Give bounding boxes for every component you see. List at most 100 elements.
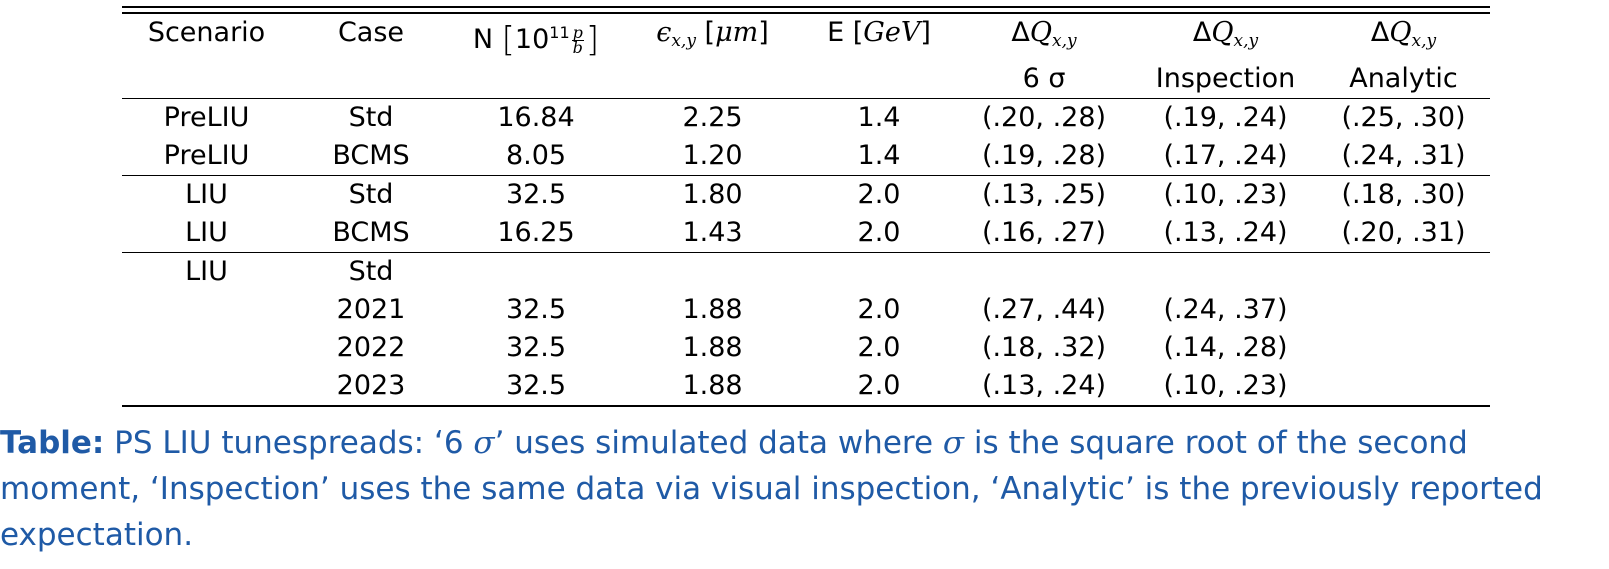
cell-energy: 2.0 xyxy=(857,294,901,325)
cell-energy: 2.0 xyxy=(857,217,901,248)
header-emittance-subscript: x,y xyxy=(671,31,696,51)
header-dq-q: Q xyxy=(1211,17,1234,48)
cell-energy: 2.0 xyxy=(804,175,954,214)
header-dq-inspection-label: Inspection xyxy=(1155,63,1296,94)
cell-case: 2021 xyxy=(336,294,406,325)
cell-intensity: 16.25 xyxy=(497,217,575,248)
cell-intensity xyxy=(451,252,621,291)
cell-emittance: 1.80 xyxy=(621,175,804,214)
header-dq-delta: Δ xyxy=(1370,17,1390,48)
header-dq-q: Q xyxy=(1029,17,1052,48)
header-energy-unit: GeV xyxy=(863,17,921,48)
cell-energy: 2.0 xyxy=(857,332,901,363)
caption-text-c: is the square root of the second moment,… xyxy=(0,425,1543,553)
header-emittance-open-bracket: [ xyxy=(704,17,716,48)
cell-case: 2022 xyxy=(336,332,406,363)
header-emittance-symbol: ϵ xyxy=(656,17,672,48)
cell-scenario xyxy=(122,329,291,367)
caption-sigma-1: σ xyxy=(473,425,495,461)
table-row: LIU BCMS 16.25 1.43 2.0 (.16, .27) (.13,… xyxy=(122,214,1490,253)
header-energy: E [GeV] xyxy=(804,14,954,99)
cell-case: 2023 xyxy=(291,367,451,407)
table-row: LIU Std 32.5 1.80 2.0 (.13, .25) (.10, .… xyxy=(122,175,1490,214)
cell-emittance xyxy=(621,252,804,291)
cell-energy: 1.4 xyxy=(857,140,901,171)
fraction-numerator: p xyxy=(571,23,584,42)
cell-dq-analytic xyxy=(1317,252,1490,291)
header-energy-prefix: E [ xyxy=(827,17,864,48)
header-dq-analytic-label: Analytic xyxy=(1349,63,1458,94)
cell-dq-inspection: (.10, .23) xyxy=(1134,367,1317,407)
cell-dq-6sigma: (.13, .25) xyxy=(954,175,1134,214)
cell-case: BCMS xyxy=(332,140,410,171)
header-dq-subscript: x,y xyxy=(1233,31,1259,51)
cell-dq-analytic: (.18, .30) xyxy=(1317,175,1490,214)
table-row: LIU Std xyxy=(122,252,1490,291)
tunespread-table: Scenario Case N [1011 p b] ϵx,y [μm] E [Ge… xyxy=(122,14,1490,407)
header-emittance-close-bracket: ] xyxy=(758,17,769,48)
table-row: PreLIU BCMS 8.05 1.20 1.4 (.19, .28) (.1… xyxy=(122,137,1490,176)
table-row: 2023 32.5 1.88 2.0 (.13, .24) (.10, .23) xyxy=(122,367,1490,407)
cell-dq-6sigma: (.18, .32) xyxy=(981,332,1107,363)
cell-scenario: PreLIU xyxy=(122,98,291,137)
cell-dq-inspection: (.10, .23) xyxy=(1134,175,1317,214)
cell-emittance: 1.88 xyxy=(682,294,743,325)
caption-text-a: PS LIU tunespreads: ‘6 xyxy=(104,425,474,461)
cell-emittance: 1.88 xyxy=(621,367,804,407)
cell-dq-analytic xyxy=(1317,367,1490,407)
cell-scenario xyxy=(122,291,291,329)
fraction-denominator: b xyxy=(572,38,583,57)
header-emittance-mu: μ xyxy=(715,17,733,48)
cell-scenario: LIU xyxy=(185,217,228,248)
header-dq-6sigma: ΔQx,y 6 σ xyxy=(954,14,1134,99)
cell-dq-6sigma: (.20, .28) xyxy=(954,98,1134,137)
header-dq-subscript: x,y xyxy=(1052,31,1077,51)
table-row: PreLIU Std 16.84 2.25 1.4 (.20, .28) (.1… xyxy=(122,98,1490,137)
cell-dq-inspection: (.24, .37) xyxy=(1163,294,1288,325)
cell-intensity: 16.84 xyxy=(451,98,621,137)
header-emittance-m: m xyxy=(732,17,759,48)
cell-emittance: 1.43 xyxy=(682,217,743,248)
cell-dq-6sigma: (.13, .24) xyxy=(954,367,1134,407)
header-intensity: N [1011 p b] xyxy=(472,20,600,60)
cell-energy: 2.0 xyxy=(804,367,954,407)
cell-case: BCMS xyxy=(332,217,410,248)
header-dq-analytic: ΔQx,y Analytic xyxy=(1317,14,1490,99)
header-dq-q: Q xyxy=(1389,17,1412,48)
cell-dq-analytic: (.20, .31) xyxy=(1341,217,1466,248)
cell-case: Std xyxy=(291,98,451,137)
cell-case: Std xyxy=(291,175,451,214)
cell-intensity: 8.05 xyxy=(505,140,567,171)
header-scenario: Scenario xyxy=(147,17,266,48)
header-dq-inspection: ΔQx,y Inspection xyxy=(1134,14,1317,99)
header-dq-6sigma-label: 6 σ xyxy=(1022,63,1066,94)
cell-intensity: 32.5 xyxy=(505,294,567,325)
cell-dq-inspection: (.17, .24) xyxy=(1163,140,1288,171)
table-top-rule-2 xyxy=(122,12,1490,14)
table-body: PreLIU Std 16.84 2.25 1.4 (.20, .28) (.1… xyxy=(122,98,1490,407)
cell-dq-analytic xyxy=(1317,291,1490,329)
cell-dq-inspection: (.19, .24) xyxy=(1134,98,1317,137)
header-dq-subscript: x,y xyxy=(1411,31,1437,51)
caption-sigma-2: σ xyxy=(942,425,965,461)
header-dq-delta: Δ xyxy=(1011,17,1030,48)
header-energy-close: ] xyxy=(920,17,931,48)
cell-dq-6sigma: (.16, .27) xyxy=(981,217,1107,248)
cell-scenario: PreLIU xyxy=(163,140,250,171)
cell-energy: 1.4 xyxy=(804,98,954,137)
cell-intensity: 32.5 xyxy=(451,367,621,407)
header-case: Case xyxy=(337,17,405,48)
cell-dq-6sigma: (.19, .28) xyxy=(981,140,1107,171)
header-emittance: ϵx,y [μm] xyxy=(621,14,804,99)
table-caption: Table: PS LIU tunespreads: ‘6 σ’ uses si… xyxy=(0,420,1609,558)
cell-dq-6sigma: (.27, .44) xyxy=(981,294,1107,325)
cell-intensity: 32.5 xyxy=(505,332,567,363)
header-intensity-symbol: N xyxy=(472,24,494,55)
header-dq-delta: Δ xyxy=(1192,17,1212,48)
cell-dq-analytic xyxy=(1317,329,1490,367)
cell-intensity: 32.5 xyxy=(451,175,621,214)
caption-text-b: ’ uses simulated data where xyxy=(494,425,943,461)
cell-dq-6sigma xyxy=(954,252,1134,291)
cell-dq-analytic: (.24, .31) xyxy=(1341,140,1466,171)
